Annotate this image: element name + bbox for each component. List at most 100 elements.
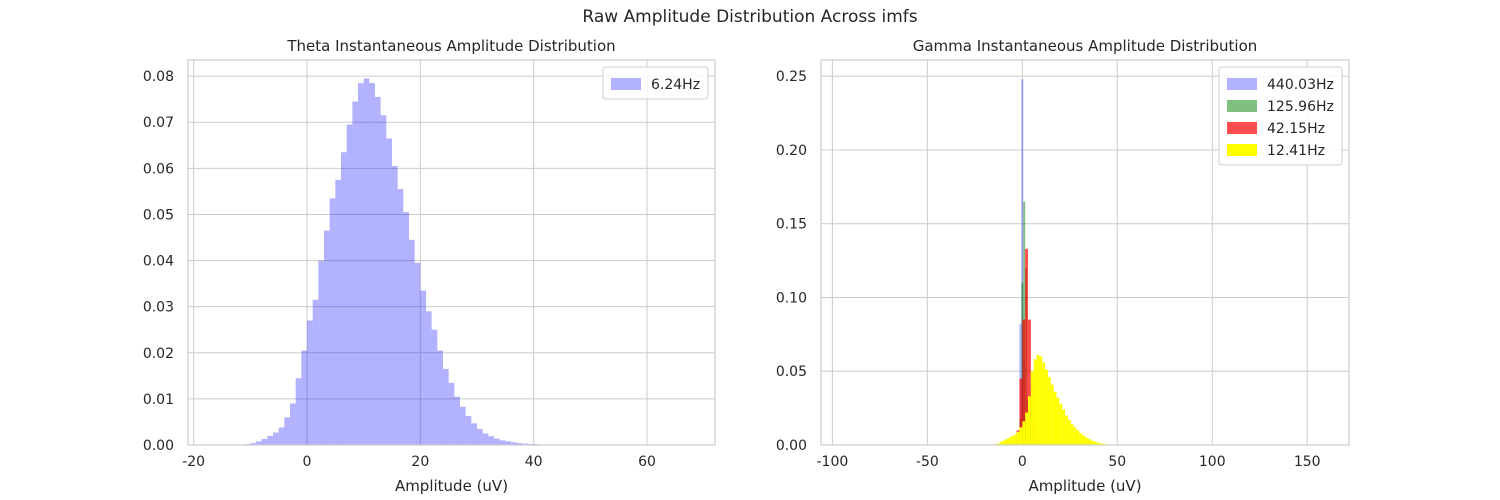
- figure-title: Raw Amplitude Distribution Across imfs: [582, 7, 918, 27]
- histogram-bar: [1090, 440, 1094, 445]
- histogram-bar: [295, 378, 302, 445]
- legend-swatch: [1227, 122, 1257, 134]
- x-tick-label: 0: [303, 454, 312, 470]
- x-tick-label: -100: [817, 454, 849, 470]
- y-tick-label: 0.05: [776, 364, 807, 380]
- chart-title: Theta Instantaneous Amplitude Distributi…: [286, 37, 615, 55]
- legend-swatch: [1227, 78, 1257, 90]
- x-tick-label: -50: [916, 454, 939, 470]
- chart-title: Gamma Instantaneous Amplitude Distributi…: [913, 37, 1258, 55]
- histogram-bar: [505, 441, 511, 445]
- histogram-bar: [522, 443, 528, 445]
- histogram-bar: [1076, 430, 1080, 445]
- y-tick-label: 0.08: [143, 69, 174, 85]
- x-tick-label: 100: [1199, 454, 1226, 470]
- theta-chart-panel: -20 0 20 40 60 0.00 0.01 0.02 0.03 0.04 0.05 0.06 0.…: [143, 37, 716, 495]
- histogram-bar: [454, 396, 460, 445]
- histogram-bar: [312, 299, 319, 445]
- legend-box: [1218, 66, 1343, 166]
- histogram-bar: [482, 433, 489, 445]
- y-tick-label: 0.02: [143, 346, 174, 362]
- histogram-bar: [380, 115, 387, 445]
- histogram-bar: [999, 442, 1003, 445]
- legend-label: 440.03Hz: [1267, 77, 1334, 93]
- histogram-bar: [290, 403, 296, 445]
- histogram-bar: [1008, 437, 1011, 445]
- histogram-bar: [1028, 396, 1031, 445]
- gamma-chart-panel: -100 -50 0 50 100 150 0.00 0.05 0.10 0.15 0.20 0.25…: [776, 37, 1350, 495]
- y-tick-label: 0.15: [776, 217, 807, 233]
- histogram-bar: [1093, 441, 1097, 445]
- histogram-bar: [261, 439, 268, 445]
- histogram-bar: [1059, 403, 1063, 445]
- histogram-bar: [443, 368, 449, 445]
- y-tick-label: 0.01: [143, 392, 174, 408]
- y-tick-label: 0.20: [776, 143, 807, 159]
- histogram-bar: [516, 443, 523, 445]
- histogram-bar: [397, 189, 404, 445]
- histogram-bar: [250, 443, 256, 445]
- histogram-bar: [1022, 319, 1026, 445]
- histogram-bar: [1033, 359, 1037, 445]
- histogram-bar: [1019, 427, 1023, 445]
- histogram-bar: [278, 427, 285, 445]
- y-tick-label: 0.25: [776, 69, 807, 85]
- histogram-bar: [346, 124, 353, 445]
- y-tick-label: 0.00: [776, 438, 807, 454]
- histogram-bar: [1056, 397, 1060, 445]
- histogram-bar: [307, 320, 313, 445]
- histogram-bar: [431, 329, 438, 445]
- histogram-bar: [426, 311, 432, 445]
- histogram-bar: [1042, 362, 1046, 445]
- legend-label: 125.96Hz: [1267, 99, 1334, 115]
- histogram-bar: [1053, 391, 1057, 445]
- series-12.41Hz: [993, 355, 1108, 445]
- histogram-bar: [267, 435, 273, 445]
- histogram-bar: [499, 440, 506, 445]
- histogram-bar: [996, 443, 1000, 445]
- histogram-bar: [1096, 442, 1100, 445]
- legend-swatch: [1227, 144, 1257, 156]
- y-tick-label: 0.07: [143, 115, 174, 131]
- histogram-bar: [1073, 427, 1077, 445]
- histogram-bar: [409, 239, 415, 445]
- histogram-bar: [1039, 356, 1043, 445]
- histogram-bar: [375, 96, 381, 445]
- histogram-bar: [363, 78, 370, 445]
- y-tick-label: 0.04: [143, 254, 174, 270]
- histogram-bar: [1070, 424, 1074, 445]
- histogram-bar: [1062, 409, 1066, 445]
- histogram-bar: [1036, 355, 1040, 445]
- histogram-bar: [1045, 369, 1048, 445]
- y-tick-label: 0.00: [143, 438, 174, 454]
- histogram-bar: [1065, 415, 1068, 445]
- histogram-bar: [369, 83, 375, 445]
- x-tick-label: 50: [1108, 454, 1126, 470]
- series-6.24Hz: [239, 78, 557, 445]
- histogram-bar: [488, 436, 494, 445]
- histogram-bar: [1025, 412, 1029, 445]
- x-tick-label: 150: [1294, 454, 1321, 470]
- histogram-bar: [471, 423, 477, 445]
- histogram-bar: [273, 432, 279, 445]
- plot-frame: [820, 59, 1350, 446]
- x-tick-label: 60: [638, 454, 656, 470]
- histogram-bar: [1010, 436, 1014, 445]
- histogram-bar: [1099, 443, 1103, 445]
- histogram-bar: [324, 230, 330, 445]
- plot-area: [188, 60, 715, 445]
- legend: 6.24Hz: [602, 66, 709, 100]
- histogram-bar: [1028, 319, 1031, 445]
- histogram-bar: [414, 262, 421, 445]
- histogram-bar: [284, 417, 290, 445]
- histogram-bar: [1067, 419, 1071, 445]
- y-tick-label: 0.03: [143, 300, 174, 316]
- histogram-bar: [465, 415, 472, 445]
- x-tick-label: 0: [1018, 454, 1027, 470]
- histogram-bar: [1050, 384, 1054, 445]
- y-tick-label: 0.05: [143, 207, 174, 223]
- histogram-bar: [301, 350, 307, 445]
- histogram-bar: [420, 290, 426, 445]
- x-axis-label: Amplitude (uV): [395, 477, 508, 495]
